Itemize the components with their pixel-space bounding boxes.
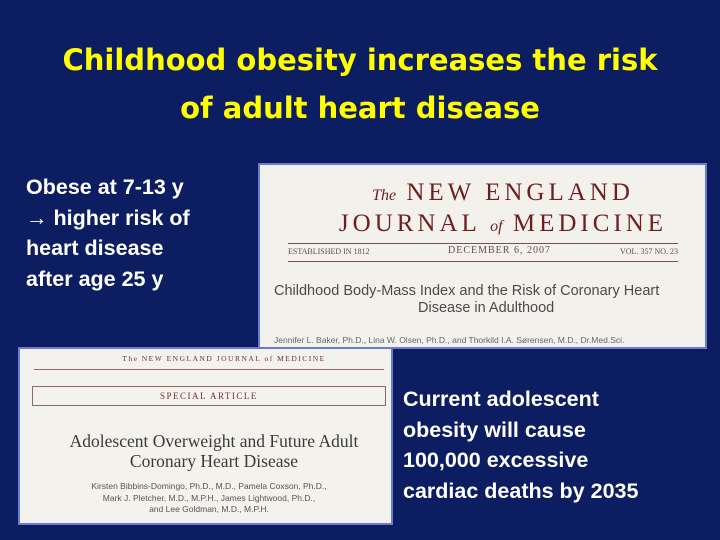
special-article-label: SPECIAL ARTICLE [32, 386, 386, 406]
right-text-line4: cardiac deaths by 2035 [403, 478, 639, 503]
article-title-1-line1: Childhood Body-Mass Index and the Risk o… [274, 283, 660, 299]
nejm-masthead-large: The NEW ENGLAND JOURNAL of MEDICINE [318, 179, 688, 241]
left-text-block: Obese at 7-13 y → higher risk of heart d… [26, 172, 262, 294]
article-authors-2: Kirsten Bibbins-Domingo, Ph.D., M.D., Pa… [44, 481, 374, 516]
article-title-2-line2: Coronary Heart Disease [129, 451, 299, 471]
masthead-rule-top [288, 243, 678, 244]
volume-number: VOL. 357 NO. 23 [620, 247, 678, 256]
article-title-2: Adolescent Overweight and Future Adult C… [44, 431, 384, 471]
article-authors-2-line3: and Lee Goldman, M.D., M.P.H. [149, 504, 269, 514]
masthead-rule [34, 369, 384, 370]
left-text-line1: Obese at 7-13 y [26, 175, 184, 199]
article-title-1: Childhood Body-Mass Index and the Risk o… [274, 283, 699, 317]
article-authors-2-line2: Mark J. Pletcher, M.D., M.P.H., James Li… [102, 492, 316, 503]
slide-title: Childhood obesity increases the risk of … [20, 36, 700, 132]
article-authors-1: Jennifer L. Baker, Ph.D., Lina W. Olsen,… [274, 335, 625, 345]
article-authors-2-line1: Kirsten Bibbins-Domingo, Ph.D., M.D., Pa… [91, 481, 327, 491]
nejm-masthead-small: The NEW ENGLAND JOURNAL of MEDICINE [122, 354, 326, 363]
nejm-article-clipping-1: The NEW ENGLAND JOURNAL of MEDICINE ESTA… [258, 163, 707, 349]
right-text-block: Current adolescent obesity will cause 10… [403, 384, 718, 506]
masthead-rule-bottom [288, 261, 678, 262]
slide-title-line2: of adult heart disease [180, 91, 540, 125]
slide-title-line1: Childhood obesity increases the risk [62, 43, 658, 77]
right-text-line1: Current adolescent [403, 387, 599, 411]
left-text-line3: heart disease [26, 236, 164, 260]
article-title-2-line1: Adolescent Overweight and Future Adult [69, 431, 359, 451]
right-text-line3: 100,000 excessive [403, 448, 589, 472]
issue-date: DECEMBER 6, 2007 [448, 245, 551, 256]
nejm-article-clipping-2: The NEW ENGLAND JOURNAL of MEDICINE SPEC… [18, 347, 393, 525]
masthead-medicine: MEDICINE [512, 210, 668, 237]
masthead-new-england: NEW ENGLAND [406, 179, 634, 206]
article-title-1-line2: Disease in Adulthood [418, 300, 555, 316]
left-text-line4: after age 25 y [26, 266, 164, 291]
masthead-the: The [372, 187, 397, 204]
left-text-line2: → higher risk of [26, 205, 190, 230]
right-text-line2: obesity will cause [403, 417, 586, 442]
established-text: ESTABLISHED IN 1812 [288, 247, 370, 256]
masthead-journal: JOURNAL [338, 210, 480, 237]
masthead-of: of [490, 218, 503, 235]
